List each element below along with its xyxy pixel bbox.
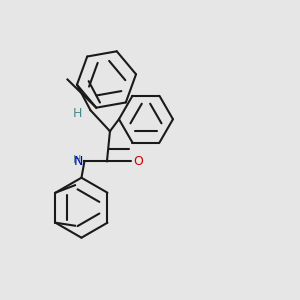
Text: H: H bbox=[72, 107, 82, 120]
Text: N: N bbox=[74, 155, 83, 168]
Text: O: O bbox=[134, 155, 143, 168]
Text: H: H bbox=[73, 155, 81, 165]
